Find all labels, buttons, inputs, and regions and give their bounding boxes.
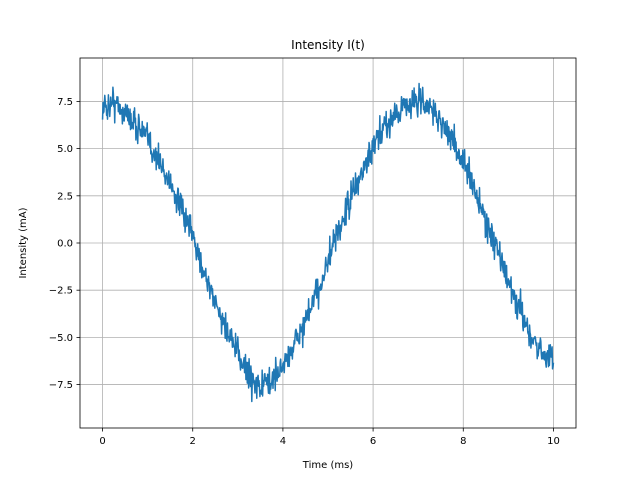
y-tick-label: 2.5 (57, 191, 73, 202)
y-tick-label: 0.0 (57, 239, 73, 250)
y-axis-title: Intensity (mA) (18, 207, 29, 278)
x-tick-label: 2 (190, 436, 196, 447)
x-tick-label: 4 (280, 436, 286, 447)
x-tick-label: 6 (370, 436, 376, 447)
x-tick-label: 10 (547, 436, 560, 447)
y-axis-ticks: −7.5 −5.0 −2.5 0.0 2.5 5.0 7.5 (49, 97, 80, 391)
x-tick-label: 8 (460, 436, 466, 447)
y-tick-label: −7.5 (49, 380, 73, 391)
y-tick-label: 7.5 (57, 97, 73, 108)
y-tick-label: 5.0 (57, 144, 73, 155)
y-tick-label: −2.5 (49, 286, 73, 297)
series-line (101, 82, 555, 403)
chart-title: Intensity I(t) (291, 38, 365, 52)
y-tick-label: −5.0 (49, 333, 73, 344)
x-axis-ticks: 0 2 4 6 8 10 (99, 428, 560, 447)
x-tick-label: 0 (99, 436, 105, 447)
x-axis-title: Time (ms) (302, 460, 354, 471)
